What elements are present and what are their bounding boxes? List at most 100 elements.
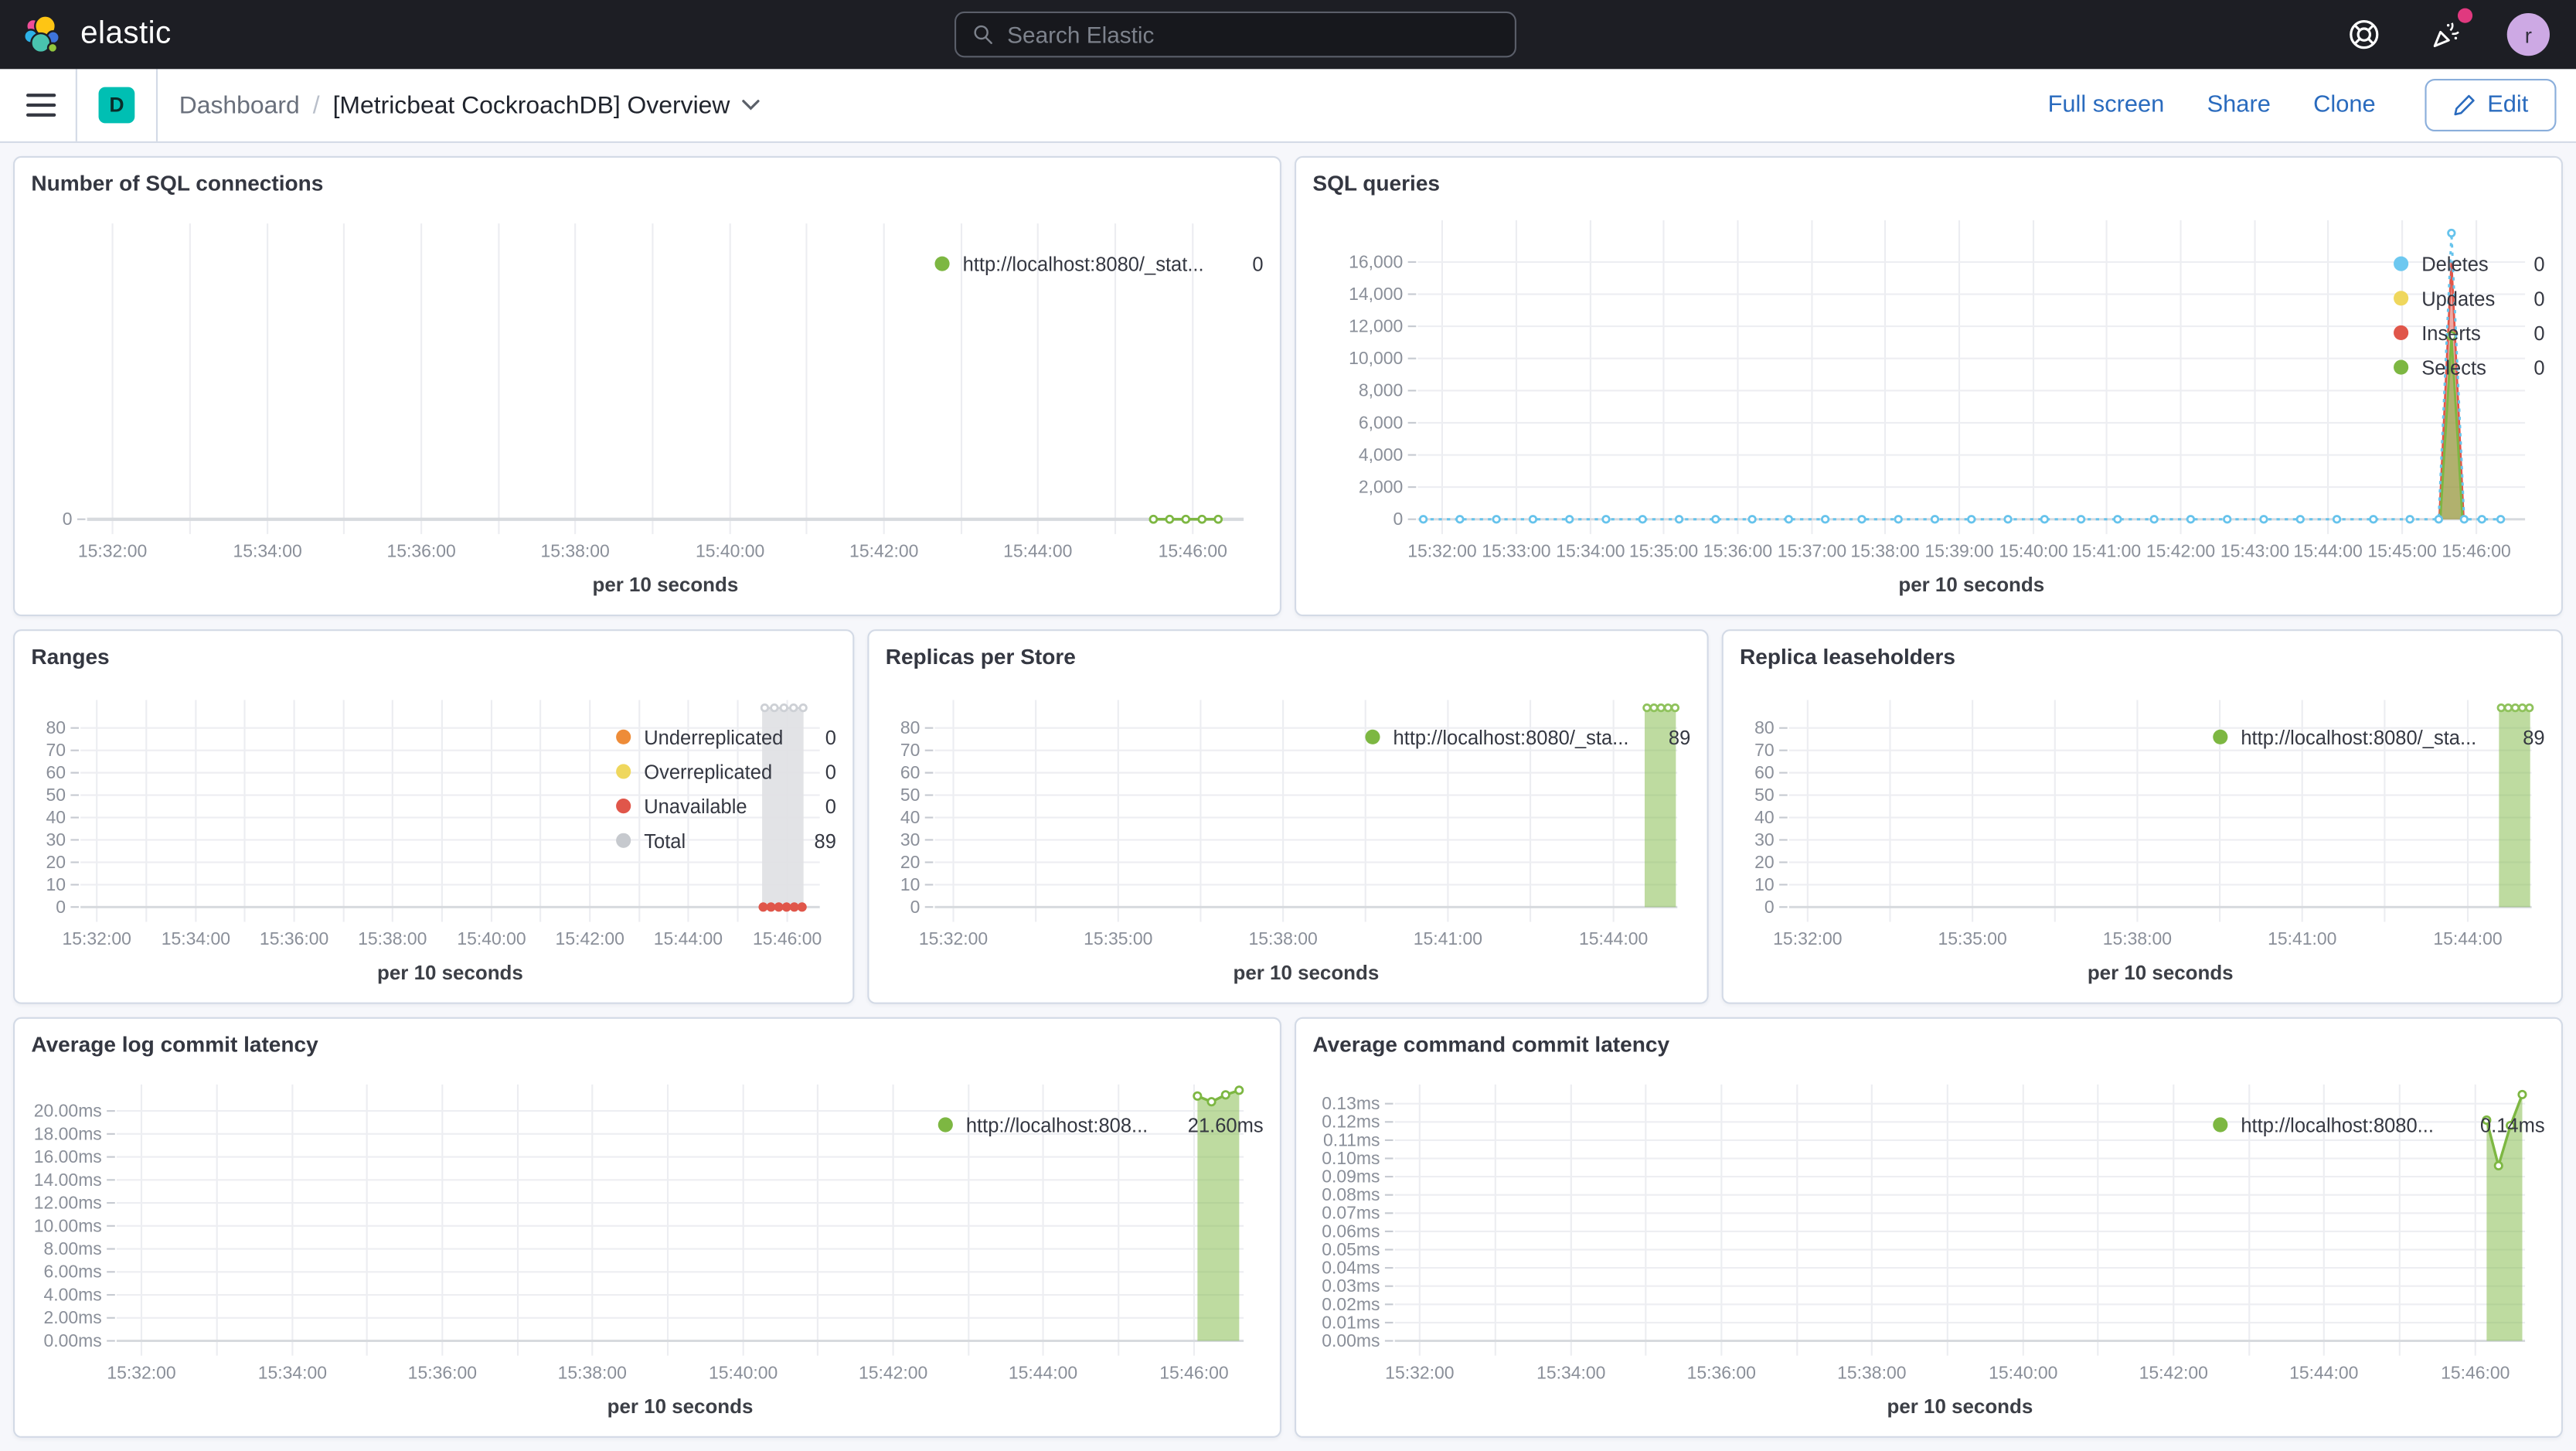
- svg-text:60: 60: [1754, 762, 1775, 782]
- series-color-dot: [2394, 325, 2409, 341]
- divider: [75, 69, 77, 141]
- svg-text:15:35:00: 15:35:00: [1629, 541, 1698, 561]
- svg-text:15:34:00: 15:34:00: [162, 928, 230, 949]
- full-screen-button[interactable]: Full screen: [2047, 92, 2165, 119]
- legend-label: Inserts: [2421, 321, 2481, 345]
- svg-text:15:45:00: 15:45:00: [2367, 541, 2436, 561]
- search-input[interactable]: [1007, 21, 1499, 48]
- legend-item[interactable]: Inserts 0: [2394, 315, 2545, 350]
- help-button[interactable]: [2343, 13, 2385, 56]
- legend-item[interactable]: http://localhost:8080/_sta... 89: [2213, 720, 2545, 754]
- svg-text:15:36:00: 15:36:00: [1703, 541, 1772, 561]
- news-button[interactable]: [2425, 8, 2473, 56]
- series-color-dot: [616, 729, 631, 744]
- legend-item[interactable]: http://localhost:8080... 0.14ms: [2213, 1108, 2545, 1143]
- svg-text:0.13ms: 0.13ms: [1322, 1093, 1380, 1113]
- title-menu-button[interactable]: [741, 99, 761, 112]
- legend-value: 89: [2523, 725, 2545, 749]
- avg-command-commit-latency-chart[interactable]: 0.00ms 0.01ms 0.02ms 0.03ms 0.04ms 0.05ms 0.06…: [1312, 1064, 2527, 1422]
- svg-text:40: 40: [900, 807, 920, 827]
- legend-item[interactable]: Underreplicated 0: [616, 720, 836, 754]
- svg-text:0.12ms: 0.12ms: [1322, 1112, 1380, 1132]
- share-button[interactable]: Share: [2207, 92, 2271, 119]
- svg-text:10.00ms: 10.00ms: [34, 1215, 102, 1235]
- svg-text:15:38:00: 15:38:00: [2103, 928, 2172, 949]
- help-icon: [2350, 20, 2379, 49]
- svg-text:15:42:00: 15:42:00: [849, 541, 918, 561]
- panel-title: Replicas per Store: [885, 644, 1076, 669]
- clone-button[interactable]: Clone: [2313, 92, 2376, 119]
- panel-number-of-sql-connections: Number of SQL connections 0 15:32:00 15:34…: [13, 155, 1281, 617]
- chevron-down-icon: [742, 100, 761, 111]
- legend-item[interactable]: Unavailable 0: [616, 789, 836, 823]
- edit-button-label: Edit: [2487, 92, 2529, 119]
- svg-text:per 10 seconds: per 10 seconds: [2088, 962, 2234, 984]
- breadcrumb-current-title[interactable]: [Metricbeat CockroachDB] Overview: [332, 90, 730, 120]
- replicas-per-store-chart[interactable]: 0 10 20 30 40 50 60 70 80 15:32:00 15:35:00 15:38:0…: [886, 677, 1680, 989]
- svg-text:15:46:00: 15:46:00: [2442, 541, 2510, 561]
- svg-text:50: 50: [46, 785, 66, 805]
- menu-button[interactable]: [26, 94, 56, 117]
- svg-text:15:44:00: 15:44:00: [2289, 1362, 2358, 1382]
- svg-text:12.00ms: 12.00ms: [34, 1193, 102, 1213]
- legend-item[interactable]: Selects 0: [2394, 350, 2545, 385]
- space-badge[interactable]: D: [98, 87, 135, 124]
- svg-text:per 10 seconds: per 10 seconds: [1234, 962, 1380, 984]
- svg-text:80: 80: [46, 717, 66, 737]
- avg-log-commit-latency-chart[interactable]: 0.00ms 2.00ms 4.00ms 6.00ms 8.00ms 10.00ms 12.…: [31, 1064, 1244, 1422]
- space-badge-letter: D: [109, 94, 124, 117]
- svg-text:0: 0: [910, 897, 920, 917]
- legend-item[interactable]: Deletes 0: [2394, 247, 2545, 281]
- svg-text:6,000: 6,000: [1359, 412, 1403, 432]
- svg-text:15:39:00: 15:39:00: [1924, 541, 1993, 561]
- legend-label: http://localhost:8080/_sta...: [1393, 725, 1629, 749]
- breadcrumb-dashboard-link[interactable]: Dashboard: [179, 90, 300, 120]
- svg-text:70: 70: [900, 740, 920, 760]
- svg-text:16.00ms: 16.00ms: [34, 1146, 102, 1167]
- svg-text:0: 0: [63, 509, 73, 529]
- legend-label: http://localhost:8080...: [2241, 1113, 2434, 1136]
- svg-text:15:32:00: 15:32:00: [78, 541, 147, 561]
- global-search[interactable]: [954, 11, 1516, 58]
- svg-text:0.06ms: 0.06ms: [1322, 1221, 1380, 1241]
- legend-item[interactable]: http://localhost:8080/_sta... 89: [1365, 720, 1690, 754]
- user-avatar[interactable]: r: [2506, 13, 2550, 56]
- replica-leaseholders-chart[interactable]: 0 10 20 30 40 50 60 70 80 15:32:00 15:35:00 15:38:0…: [1740, 677, 2534, 989]
- legend-item[interactable]: Total 89: [616, 823, 836, 858]
- svg-text:15:42:00: 15:42:00: [2139, 1362, 2208, 1382]
- legend-label: Unavailable: [644, 794, 747, 818]
- svg-text:15:36:00: 15:36:00: [386, 541, 455, 561]
- svg-text:15:32:00: 15:32:00: [63, 928, 131, 949]
- svg-text:15:32:00: 15:32:00: [1407, 541, 1476, 561]
- series-color-dot: [934, 256, 950, 271]
- legend-item[interactable]: Updates 0: [2394, 281, 2545, 315]
- legend-value: 0: [2533, 286, 2545, 310]
- chart-legend: http://localhost:8080... 0.14ms: [2213, 1064, 2545, 1422]
- svg-text:8.00ms: 8.00ms: [44, 1238, 102, 1259]
- svg-text:per 10 seconds: per 10 seconds: [607, 1396, 754, 1418]
- sql-queries-chart[interactable]: 0 2,000 4,000 6,000 8,000 10,000 12,000 14,000 1…: [1312, 204, 2526, 601]
- svg-text:15:32:00: 15:32:00: [1773, 928, 1842, 949]
- panel-title: Average log commit latency: [31, 1031, 318, 1057]
- svg-text:15:38:00: 15:38:00: [541, 541, 610, 561]
- series-color-dot: [2394, 359, 2409, 375]
- legend-item[interactable]: http://localhost:808... 21.60ms: [938, 1108, 1264, 1143]
- legend-item[interactable]: http://localhost:8080/_stat... 0: [934, 247, 1264, 281]
- ranges-chart[interactable]: 0 10 20 30 40 50 60 70 80 15:32:00 15:34:00 15:36:0…: [31, 677, 822, 989]
- svg-text:14,000: 14,000: [1349, 284, 1403, 304]
- panel-replica-leaseholders: Replica leaseholders 0 10 20 30 40 50 60 70 80 15…: [1721, 629, 2563, 1004]
- svg-text:per 10 seconds: per 10 seconds: [377, 962, 523, 984]
- svg-text:15:35:00: 15:35:00: [1084, 928, 1152, 949]
- brand-name: elastic: [80, 16, 172, 51]
- svg-text:15:34:00: 15:34:00: [1536, 1362, 1605, 1382]
- legend-item[interactable]: Overreplicated 0: [616, 754, 836, 789]
- avatar-initial: r: [2524, 22, 2532, 47]
- svg-text:10: 10: [1754, 874, 1775, 894]
- svg-text:10: 10: [900, 874, 920, 894]
- elastic-home-link[interactable]: elastic: [0, 14, 172, 55]
- edit-button[interactable]: Edit: [2425, 79, 2557, 132]
- svg-text:15:43:00: 15:43:00: [2220, 541, 2289, 561]
- panel-average-log-commit-latency: Average log commit latency 0.00ms 2.00ms 4…: [13, 1017, 1281, 1438]
- sql-connections-chart[interactable]: 0 15:32:00 15:34:00 15:36:00 15:38:00 15:40:0…: [31, 204, 1244, 601]
- svg-text:0.02ms: 0.02ms: [1322, 1294, 1380, 1314]
